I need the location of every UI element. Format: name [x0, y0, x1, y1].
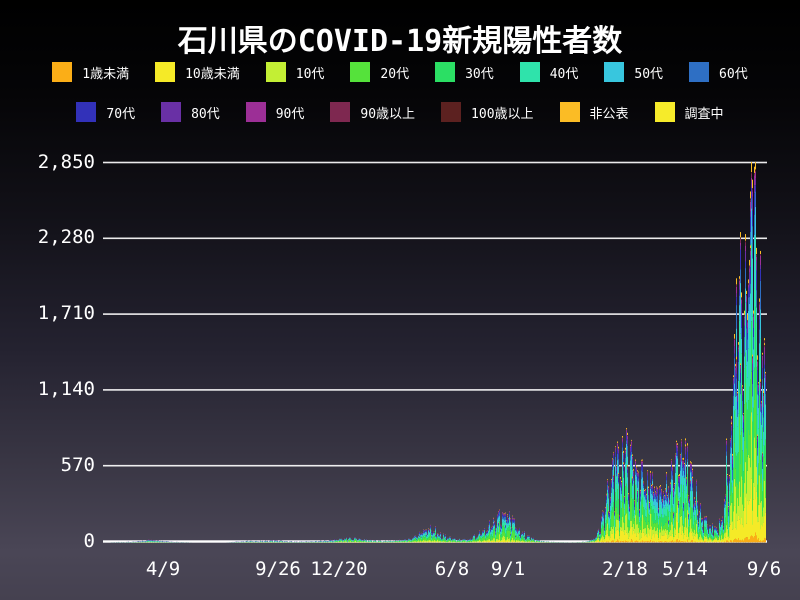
legend-row-1: 1歳未満 10歳未満 10代 20代 30代 40代 50代 60代: [0, 62, 800, 82]
legend-swatch: [330, 102, 351, 122]
legend-swatch: [265, 62, 286, 82]
legend-label: 40代: [549, 66, 579, 82]
legend-label: 10歳未満: [185, 66, 240, 82]
x-tick-label: 9/26: [255, 558, 301, 580]
legend-item: 70代: [76, 102, 135, 122]
x-tick-label: 2/18: [602, 558, 648, 580]
y-tick-label: 1,140: [37, 377, 95, 400]
legend-label: 70代: [106, 106, 136, 122]
legend-swatch: [52, 62, 73, 82]
legend-label: 非公表: [589, 106, 629, 122]
legend-swatch: [559, 102, 580, 122]
legend-swatch: [350, 62, 371, 82]
legend-item: 60代: [689, 62, 748, 82]
legend-row-2: 70代 80代 90代 90歳以上 100歳以上 非公表 調査中: [0, 102, 800, 122]
legend-label: 90歳以上: [360, 106, 416, 122]
y-tick-label: 1,710: [37, 302, 95, 325]
legend-swatch: [161, 102, 182, 122]
legend-label: 60代: [719, 66, 748, 82]
legend-label: 100歳以上: [471, 106, 534, 122]
legend-item: 非公表: [559, 102, 629, 122]
legend-label: 30代: [465, 66, 494, 82]
legend-label: 1歳未満: [82, 66, 130, 82]
legend-swatch: [604, 62, 625, 82]
legend-label: 調査中: [684, 106, 724, 122]
legend-swatch: [519, 62, 540, 82]
legend-item: 30代: [435, 62, 494, 82]
y-tick-label: 2,850: [37, 150, 95, 173]
x-tick-label: 5/14: [662, 558, 708, 580]
legend-label: 90代: [275, 106, 305, 122]
legend-item: 10代: [265, 62, 325, 82]
x-tick-label: 12/20: [310, 558, 368, 580]
legend-item: 20代: [350, 62, 409, 82]
legend-swatch: [654, 102, 675, 122]
legend-label: 10代: [295, 66, 325, 82]
y-tick-label: 0: [83, 529, 95, 552]
y-tick-label: 570: [60, 453, 95, 476]
legend-label: 50代: [634, 66, 664, 82]
legend-item: 10歳未満: [155, 62, 240, 82]
x-tick-label: 9/6: [746, 558, 782, 580]
legend-label: 80代: [191, 106, 220, 122]
legend-swatch: [441, 102, 462, 122]
legend-item: 40代: [519, 62, 579, 82]
legend-item: 調査中: [654, 102, 724, 122]
x-tick-label: 6/8: [434, 558, 470, 580]
legend-item: 1歳未満: [52, 62, 129, 82]
chart-title: 石川県のCOVID-19新規陽性者数: [177, 24, 623, 59]
legend-swatch: [155, 62, 176, 82]
legend-swatch: [245, 102, 266, 122]
legend-label: 20代: [380, 66, 410, 82]
legend-swatch: [689, 62, 710, 82]
legend-item: 50代: [604, 62, 663, 82]
y-tick-label: 2,280: [37, 226, 95, 249]
legend-item: 90代: [245, 102, 305, 122]
legend-item: 90歳以上: [330, 102, 415, 122]
legend-swatch: [76, 102, 97, 122]
x-tick-label: 9/1: [490, 558, 526, 580]
legend-swatch: [435, 62, 456, 82]
legend-item: 100歳以上: [441, 102, 534, 122]
legend-item: 80代: [161, 102, 220, 122]
x-tick-label: 4/9: [145, 558, 181, 580]
